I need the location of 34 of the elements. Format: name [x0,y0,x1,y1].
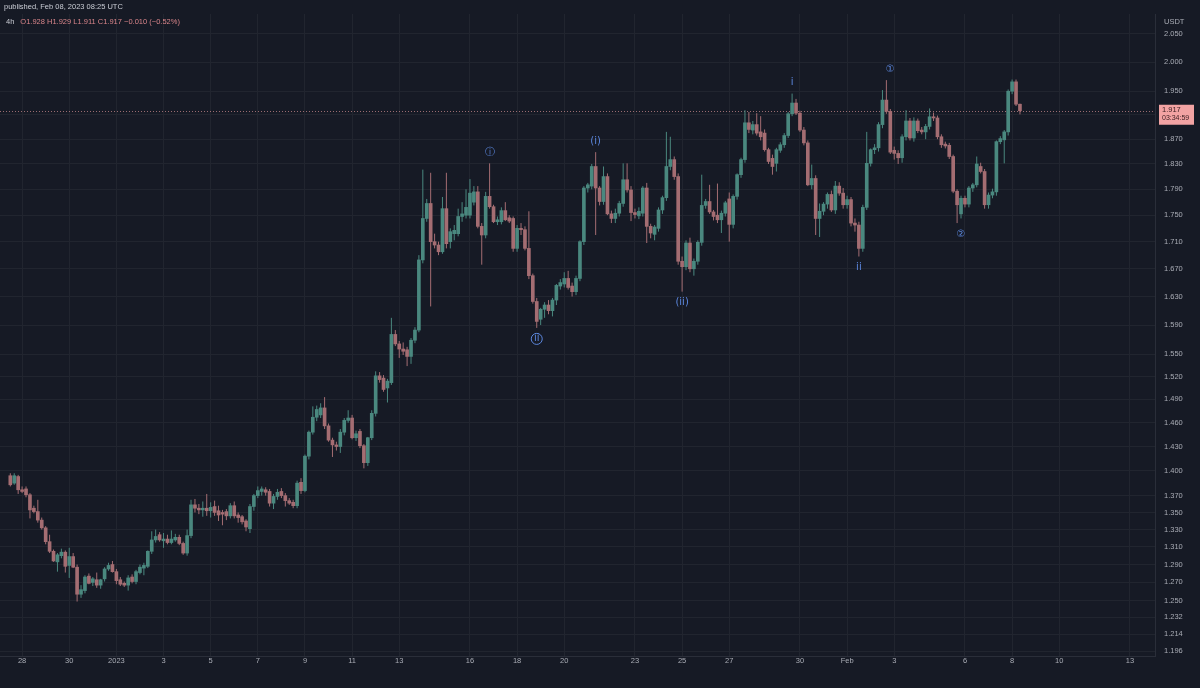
candlestick [515,224,519,253]
candlestick [747,111,751,134]
candlestick [295,480,299,509]
candlestick [405,346,409,367]
candlestick [967,185,971,208]
annotation: (ii) [675,296,689,308]
annotation: ⓘ [484,145,495,157]
candlestick [593,151,598,236]
candlestick [959,195,963,219]
annotation: ii [856,261,862,273]
annotation: ② [956,227,966,239]
candlestick [63,549,68,574]
annotation: (i) [590,134,602,146]
candlestick [1014,79,1018,107]
candlestick [974,156,979,188]
candlestick [244,518,248,532]
candlestick [908,117,912,141]
candlestick [589,163,594,190]
candlestick [350,414,354,440]
candlestick [912,116,916,143]
candlestick [204,493,209,517]
candlestick [16,474,20,495]
candlestick [193,498,197,513]
candlestick [448,227,453,249]
candlestick [83,574,87,594]
candlestick [464,188,468,219]
annotation: ii [533,332,540,344]
candlestick [354,430,358,442]
candlestick [809,164,814,190]
candlestick [857,221,861,258]
candlestick [845,195,849,210]
candlestick [468,178,472,219]
annotation: ① [885,62,895,74]
annotation: i [790,76,794,88]
